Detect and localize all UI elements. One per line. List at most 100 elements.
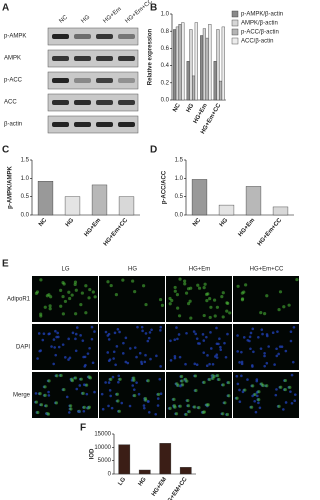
nucleus [140,360,143,364]
signal [43,385,47,389]
signal [173,285,177,290]
panel-label: B [150,3,157,14]
y-tick-label: 0.0 [161,98,170,104]
y-tick-label: 15000 [94,432,111,438]
signal [118,377,122,381]
y-tick-label: 0.5 [21,194,30,200]
nucleus [242,336,246,339]
nucleus [238,361,241,364]
signal [186,287,191,291]
nucleus [109,394,112,398]
nucleus [143,360,147,364]
signal [295,277,299,282]
bar [192,75,196,101]
nucleus [101,407,105,411]
signal [176,383,180,387]
nucleus [263,354,266,358]
blot-band [118,122,135,127]
signal [243,388,247,392]
nucleus [271,331,275,335]
signal [277,308,281,312]
nucleus [48,332,51,335]
signal [168,406,172,410]
signal [74,288,78,292]
y-tick-label: 1.5 [21,158,30,164]
nucleus [147,336,151,340]
nucleus [284,349,288,353]
signal [265,384,269,388]
signal [84,284,88,288]
nucleus [224,355,228,359]
bar [181,22,185,101]
signal [221,383,225,387]
nucleus [106,351,110,354]
x-tick-label: HG [186,103,196,114]
nucleus [108,389,112,392]
nucleus [274,393,278,397]
y-tick-label: 5000 [98,458,112,464]
bar [186,61,190,101]
legend-label: p-AMPK/β-actin [241,12,283,18]
nucleus [208,362,211,366]
y-tick-label: 0.4 [161,63,170,69]
nucleus [132,388,136,391]
y-tick-label: 1.0 [161,12,170,18]
signal [253,392,257,397]
legend-swatch [231,37,239,45]
signal [62,387,66,392]
signal [47,379,51,383]
y-tick-label: 0.6 [161,46,170,52]
signal [142,284,146,288]
nucleus [257,335,260,339]
nucleus [173,338,177,342]
signal [59,373,63,378]
nucleus [67,337,70,341]
blot-column-label: HG+Em [102,6,122,24]
signal [81,391,85,395]
nucleus [197,342,200,345]
nucleus [41,338,45,342]
nucleus [56,331,59,335]
nucleus [107,381,111,384]
nucleus [275,354,279,358]
signal [221,291,225,295]
signal [47,293,51,297]
nucleus [293,393,297,396]
signal [183,282,187,286]
micrograph [166,276,232,322]
signal [206,292,210,296]
microscopy-column-label: HG+Em+CC [250,267,284,273]
microscopy-column-label: HG+Em [189,267,211,273]
nucleus [112,350,116,354]
signal [48,304,52,308]
x-tick-label: HG+Em [238,217,257,238]
signal [172,404,177,408]
nucleus [263,351,266,355]
legend-swatch [231,19,239,27]
signal [62,282,66,286]
signal [172,397,176,401]
signal [287,303,291,307]
nucleus [259,347,263,350]
signal [109,283,113,288]
signal [73,280,78,284]
nucleus [275,347,278,351]
nucleus [256,394,259,398]
bar [91,184,108,216]
signal [220,295,224,299]
signal [133,393,137,398]
nucleus [209,347,213,350]
signal [265,294,269,298]
nucleus [124,336,128,340]
micrograph [166,324,232,370]
nucleus [175,326,178,329]
signal [74,312,78,316]
panel-label: D [150,145,157,156]
signal [176,306,180,310]
nucleus [236,382,240,386]
nucleus [107,404,110,408]
nucleus [146,339,150,343]
nucleus [135,381,138,384]
nucleus [149,357,152,361]
microscopy-row-label: DAPI [16,345,30,351]
